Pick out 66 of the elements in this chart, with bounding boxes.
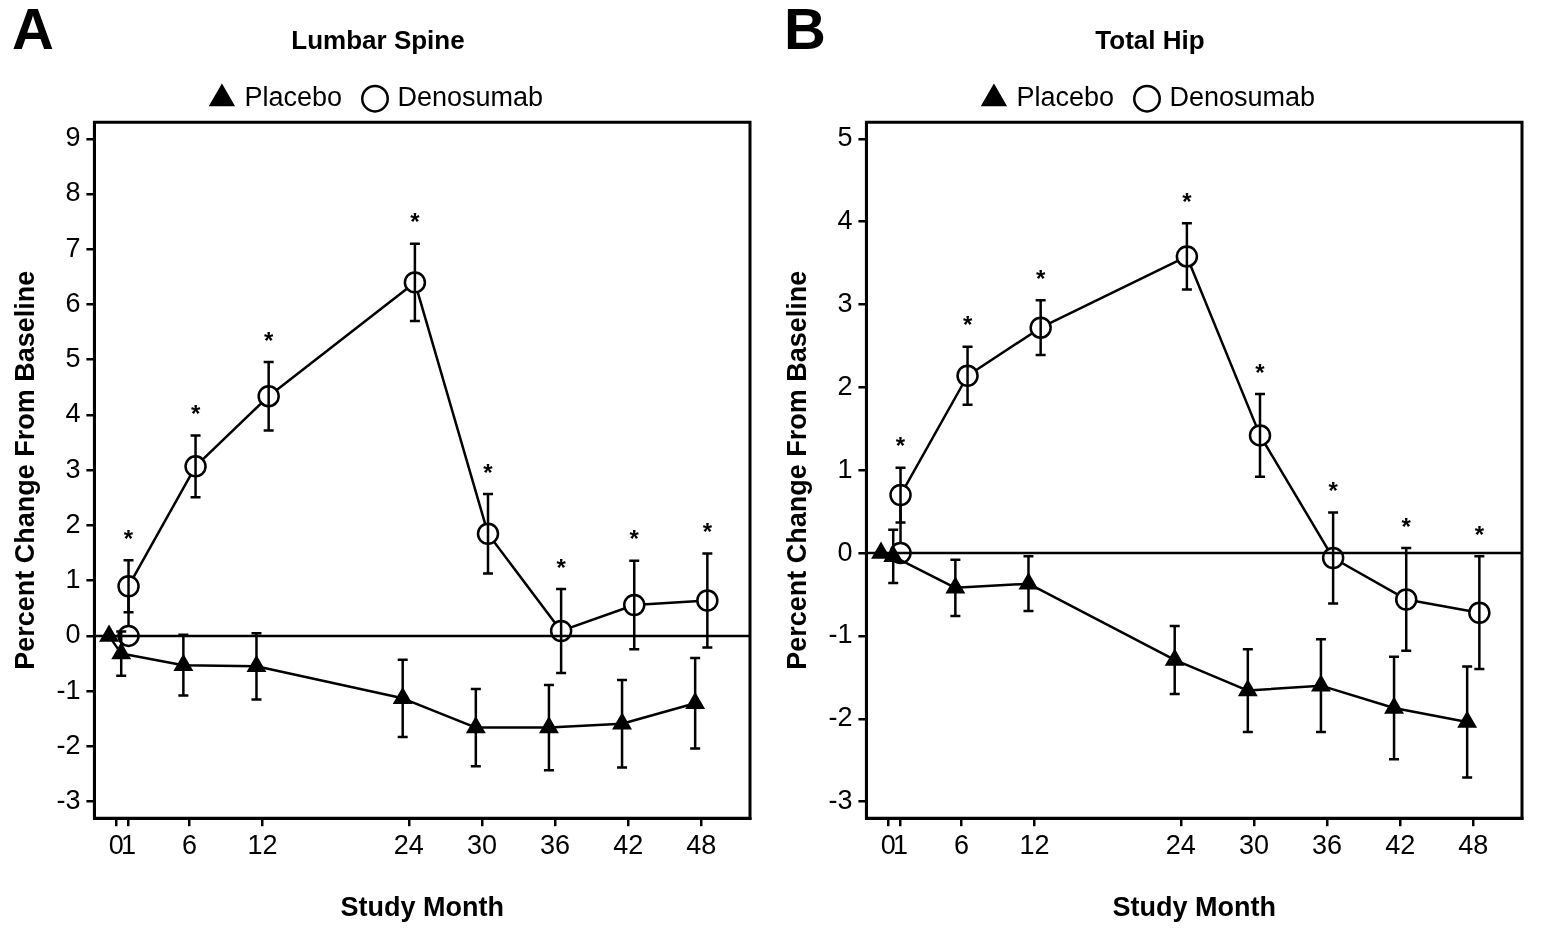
- y-tick-label: 7: [65, 232, 81, 263]
- x-tick-label: 36: [540, 829, 571, 860]
- x-tick-label: 48: [686, 829, 717, 860]
- legend-label: Placebo: [244, 82, 342, 113]
- annotation: *: [1401, 512, 1412, 540]
- annotation: *: [263, 326, 274, 354]
- annotation: *: [123, 524, 134, 552]
- chart-title: Lumbar Spine: [291, 24, 465, 55]
- annotation: *: [1474, 521, 1485, 548]
- annotation: *: [1182, 187, 1193, 215]
- x-tick-label: 30: [1238, 829, 1269, 860]
- legend-label: Denosumab: [397, 82, 544, 113]
- y-tick-label: 2: [65, 508, 81, 539]
- annotation: *: [483, 458, 494, 486]
- text: A: [12, 0, 54, 61]
- annotation: *: [410, 208, 421, 236]
- x-tick-label: 48: [1458, 829, 1489, 860]
- x-tick-label: 0: [880, 829, 896, 860]
- annotation: *: [1255, 358, 1266, 386]
- y-tick-label: 0: [837, 536, 853, 567]
- y-tick-label: 1: [837, 453, 853, 484]
- y-tick-label: 6: [65, 287, 81, 318]
- y-tick-label: -3: [56, 785, 81, 816]
- x-tick-label: 36: [1312, 829, 1343, 860]
- chart-title: Total Hip: [1095, 24, 1205, 55]
- y-tick-label: 5: [65, 343, 81, 374]
- x-tick-label: 12: [1019, 829, 1050, 860]
- x-tick-label: 12: [247, 829, 278, 860]
- x-tick-label: 24: [393, 829, 424, 860]
- y-tick-label: 8: [65, 177, 81, 208]
- y-tick-label: 1: [65, 564, 81, 595]
- y-tick-label: 4: [837, 205, 853, 236]
- annotation: *: [1328, 477, 1339, 505]
- y-tick-label: -3: [828, 785, 853, 816]
- y-tick-label: 0: [65, 619, 81, 650]
- x-tick-label: 30: [466, 829, 497, 860]
- y-tick-label: -2: [56, 729, 81, 760]
- y-tick-label: 5: [837, 122, 853, 153]
- x-tick-label: 42: [1385, 829, 1416, 860]
- x-tick-label: 24: [1165, 829, 1196, 860]
- annotation: *: [702, 518, 713, 546]
- y-tick-label: 4: [65, 398, 81, 429]
- y-axis-title: Percent Change From Baseline: [9, 270, 40, 670]
- annotation: *: [190, 400, 201, 428]
- annotation: *: [556, 553, 567, 581]
- annotation: *: [1035, 264, 1046, 292]
- y-tick-label: 3: [65, 453, 81, 484]
- y-tick-label: 2: [837, 370, 853, 401]
- annotation: *: [962, 311, 973, 339]
- text: B: [784, 0, 826, 61]
- x-tick-label: 6: [953, 829, 969, 860]
- y-tick-label: -2: [828, 702, 853, 733]
- legend-label: Denosumab: [1169, 82, 1316, 113]
- y-tick-label: 9: [65, 122, 81, 153]
- x-axis-title: Study Month: [340, 892, 504, 923]
- y-tick-label: -1: [56, 674, 81, 705]
- y-axis-title: Percent Change From Baseline: [781, 270, 812, 670]
- x-axis-title: Study Month: [1112, 892, 1276, 923]
- legend-label: Placebo: [1016, 82, 1114, 113]
- x-tick-label: 42: [613, 829, 644, 860]
- y-tick-label: 3: [837, 287, 853, 318]
- y-tick-label: -1: [828, 619, 853, 650]
- x-tick-label: 6: [181, 829, 197, 860]
- annotation: *: [629, 525, 640, 553]
- x-tick-label: 0: [108, 829, 124, 860]
- annotation: *: [895, 432, 906, 460]
